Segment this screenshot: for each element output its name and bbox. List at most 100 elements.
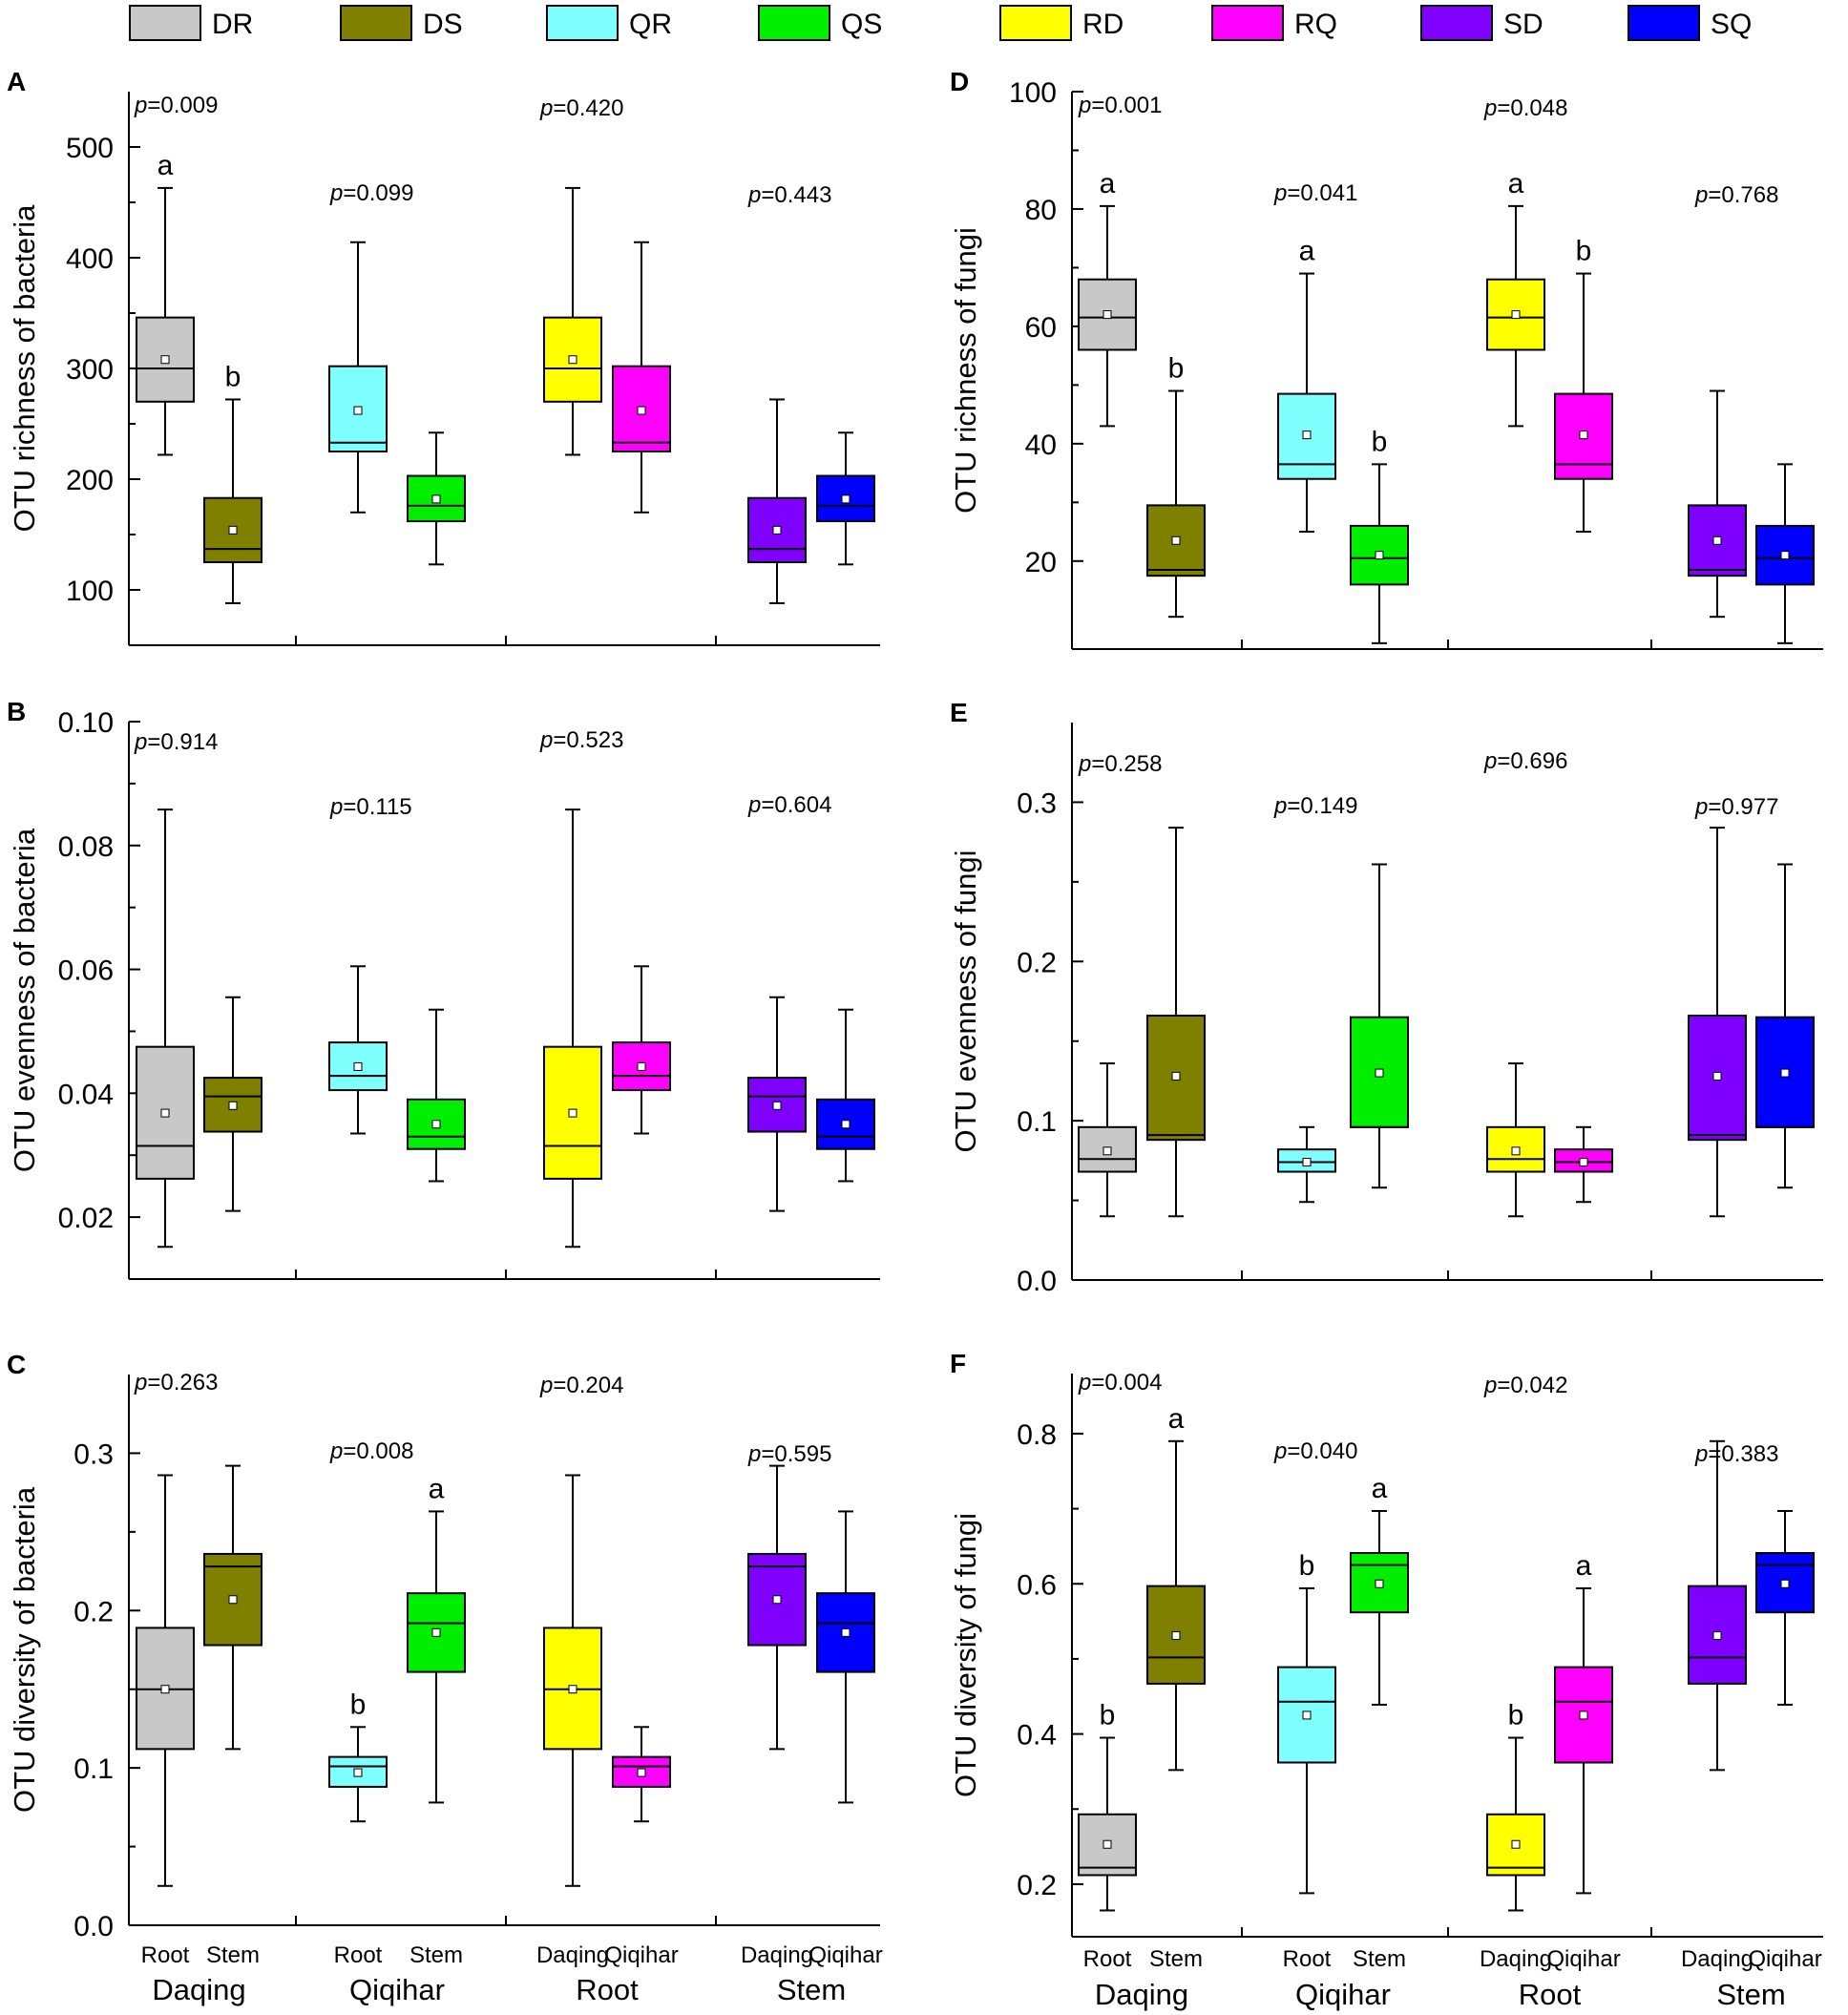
mean-marker: [772, 1595, 782, 1605]
p-symbol: p: [1694, 1441, 1708, 1467]
p-value-label: p=0.041: [1273, 180, 1357, 206]
y-tick-label: 0.0: [74, 1911, 114, 1942]
p-symbol: p: [1078, 751, 1091, 777]
p-value: =0.977: [1708, 794, 1778, 820]
p-symbol: p: [747, 1441, 761, 1467]
mean-marker: [1375, 551, 1384, 560]
box-qr: [1277, 1125, 1336, 1204]
p-symbol: p: [329, 794, 343, 820]
significance-letter: a: [1100, 168, 1116, 199]
legend-swatch-rd: [999, 5, 1072, 41]
box-sq: [1755, 863, 1815, 1189]
box-rd: [543, 186, 602, 456]
p-value: =0.048: [1497, 95, 1567, 121]
mean-marker: [1780, 1068, 1790, 1078]
legend-label-sd: SD: [1503, 9, 1544, 40]
x-tick-label: Daqing: [1681, 1946, 1754, 1972]
box-sq: [816, 1008, 875, 1183]
mean-marker: [160, 1685, 170, 1694]
p-value-label: p=0.914: [134, 729, 218, 755]
p-value: =0.768: [1708, 182, 1778, 208]
y-axis-label: OTU richness of bacteria: [8, 204, 41, 533]
p-value: =0.443: [761, 182, 831, 208]
p-symbol: p: [134, 1370, 147, 1396]
mean-marker: [353, 406, 363, 415]
y-axis-label: OTU diversity of bacteria: [8, 1486, 41, 1813]
p-value-label: p=0.008: [329, 1438, 413, 1464]
y-tick-label: 300: [66, 354, 114, 386]
x-tick-label: Qiqihar: [1748, 1946, 1821, 1972]
x-tick-label: Daqing: [1480, 1946, 1552, 1972]
p-value: =0.523: [553, 727, 623, 753]
x-tick-label: Root: [1283, 1946, 1332, 1972]
box-rd: a: [1486, 168, 1545, 428]
p-symbol: p: [134, 729, 147, 755]
box-dr: a: [136, 150, 195, 456]
x-group-label: Qiqihar: [1295, 1978, 1391, 2011]
box-rq: [1554, 1125, 1613, 1204]
y-tick-label: 400: [66, 243, 114, 275]
y-tick-label: 0.2: [74, 1596, 114, 1627]
mean-marker: [637, 1768, 646, 1777]
mean-marker: [637, 1061, 646, 1071]
box-rd: [543, 1474, 602, 1887]
p-value-label: p=0.048: [1483, 95, 1567, 121]
p-symbol: p: [1483, 748, 1497, 774]
box-qs: b: [1350, 426, 1409, 644]
box-body: [407, 1592, 466, 1673]
p-value: =0.696: [1497, 748, 1567, 774]
box-dr: [136, 1474, 195, 1887]
box-qs: [1350, 863, 1409, 1189]
y-axis-label: OTU richness of fungi: [949, 227, 982, 514]
p-symbol: p: [539, 727, 553, 753]
y-tick-label: 60: [1025, 312, 1057, 344]
mean-marker: [772, 525, 782, 535]
mean-marker: [1171, 1631, 1181, 1641]
significance-letter: a: [158, 150, 174, 181]
p-value: =0.604: [761, 792, 831, 818]
box-sq: [816, 1510, 875, 1804]
box-sq: [816, 431, 875, 566]
box-body: [543, 1045, 602, 1180]
x-tick-label: Root: [1083, 1946, 1132, 1972]
y-tick-label: 0.6: [1017, 1569, 1057, 1601]
x-group-label: Qiqihar: [349, 1973, 445, 2006]
x-tick-label: Qiqihar: [604, 1942, 678, 1968]
x-group-label: Stem: [1716, 1978, 1785, 2011]
panel-a: 100 200 300 400 500 OTU richness of bacteria A…: [7, 67, 880, 646]
x-tick-label: Daqing: [536, 1942, 609, 1968]
p-value-label: p=0.696: [1483, 748, 1567, 774]
p-value-label: p=0.443: [747, 182, 831, 208]
legend-label-dr: DR: [212, 9, 253, 40]
y-tick-label: 0.0: [1017, 1266, 1057, 1297]
significance-letter: a: [1508, 168, 1524, 199]
y-axis-label: OTU evenness of bacteria: [8, 828, 41, 1172]
y-tick-label: 0.02: [58, 1203, 114, 1234]
y-tick-label: 0.4: [1017, 1720, 1057, 1752]
p-value: =0.383: [1708, 1441, 1778, 1467]
p-value: =0.041: [1287, 180, 1357, 206]
mean-marker: [1579, 1711, 1588, 1720]
p-symbol: p: [1273, 1438, 1287, 1464]
panel-letter: A: [7, 67, 26, 96]
significance-letter: b: [1372, 426, 1388, 457]
box-rd: b: [1486, 1700, 1545, 1912]
x-group-label: Daqing: [152, 1973, 245, 2006]
box-qs: a: [1350, 1473, 1409, 1706]
p-symbol: p: [1483, 1373, 1497, 1398]
box-rq: a: [1554, 1550, 1613, 1895]
p-value: =0.009: [147, 93, 218, 118]
box-ds: [203, 1464, 262, 1751]
box-sq: [1755, 463, 1815, 644]
p-value-label: p=0.009: [134, 93, 218, 118]
box-rq: [612, 1726, 671, 1823]
mean-marker: [1375, 1579, 1384, 1588]
mean-marker: [1780, 551, 1790, 560]
p-value: =0.099: [343, 180, 413, 206]
box-qr: b: [328, 1689, 388, 1823]
mean-marker: [1375, 1068, 1384, 1078]
y-tick-label: 20: [1025, 547, 1057, 578]
p-symbol: p: [1483, 95, 1497, 121]
